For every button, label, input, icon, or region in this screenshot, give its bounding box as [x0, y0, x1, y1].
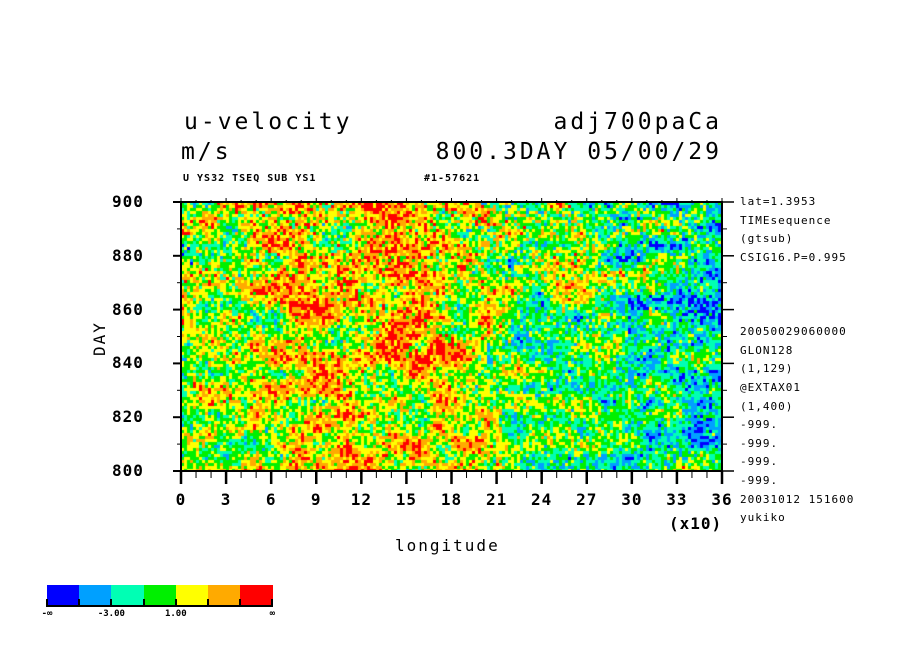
side-info-line: -999.	[740, 474, 779, 487]
colorbar-swatch	[47, 585, 80, 605]
side-info-line: TIMEsequence	[740, 213, 832, 227]
heatmap-field	[181, 202, 722, 471]
sub-right: #1-57621	[424, 173, 481, 184]
colorbar-tick	[239, 599, 242, 607]
colorbar-tick	[174, 599, 177, 607]
colorbar-swatch	[240, 585, 273, 605]
y-tick-label: 840	[112, 353, 144, 373]
y-axis-label: DAY	[90, 321, 109, 356]
sub-left: U YS32 TSEQ SUB YS1	[183, 173, 317, 184]
x-tick-label: 21	[485, 490, 508, 509]
y-tick-label: 860	[112, 299, 144, 319]
y-tick-label: 880	[112, 245, 144, 265]
x-tick-label: 6	[265, 490, 277, 509]
title-right: adj700paCa	[553, 109, 722, 135]
side-info-line: @EXTAX01	[740, 381, 801, 394]
y-tick-label: 820	[112, 407, 144, 427]
colorbar-tick	[110, 599, 113, 607]
x-tick-label: 12	[350, 490, 372, 509]
colorbar-label: -3.00	[97, 609, 125, 619]
side-info-line: 20031012 151600	[740, 492, 855, 506]
colorbar-swatch	[208, 585, 241, 605]
x-tick-label: 0	[175, 490, 187, 509]
colorbar-tick	[142, 599, 145, 607]
time-label: 800.3DAY 05/00/29	[435, 139, 722, 165]
x-tick-label: 33	[666, 490, 688, 509]
x-tick-label: 18	[440, 490, 463, 509]
side-info-line: GLON128	[740, 343, 794, 357]
colorbar-baseline	[47, 605, 273, 607]
colorbar-swatch	[175, 585, 209, 605]
side-info-line: 20050029060000	[740, 325, 847, 339]
y-tick-label: 900	[112, 192, 144, 211]
units-label: m/s	[181, 139, 232, 165]
colorbar-label: 1.00	[164, 609, 187, 619]
side-info-line: -999.	[740, 436, 779, 450]
x-tick-label: 9	[310, 490, 322, 509]
side-info-line: lat=1.3953	[740, 195, 817, 208]
colorbar-swatch	[111, 585, 145, 605]
colorbar-tick	[271, 599, 274, 607]
plot-frame	[180, 201, 723, 472]
side-info-line: (1,400)	[740, 399, 794, 413]
colorbar-label: -∞	[41, 609, 53, 619]
side-info-line: -999.	[740, 455, 779, 469]
x-tick-label: 24	[531, 490, 553, 509]
side-info-line: -999.	[740, 418, 779, 432]
colorbar-label: ∞	[269, 609, 276, 619]
colorbar-swatch	[79, 585, 112, 605]
x-tick-label: 15	[395, 490, 418, 509]
x-tick-label: 3	[220, 490, 232, 509]
colorbar-tick	[207, 599, 209, 607]
title-left: u-velocity	[184, 109, 353, 135]
colorbar-tick	[46, 599, 48, 607]
side-info-line: yukiko	[740, 511, 786, 525]
colorbar-swatch	[143, 585, 177, 605]
y-tick-label: 800	[112, 461, 144, 480]
x-multiplier: (x10)	[669, 514, 723, 533]
side-info-line: CSIG16.P=0.995	[740, 250, 847, 264]
x-tick-label: 27	[576, 490, 598, 509]
x-tick-label: 30	[621, 490, 643, 509]
x-axis-label: longitude	[395, 536, 500, 555]
side-info-line: (gtsub)	[740, 232, 794, 246]
colorbar-tick	[78, 599, 81, 607]
x-tick-label: 36	[711, 490, 733, 509]
side-info-line: (1,129)	[740, 362, 794, 376]
